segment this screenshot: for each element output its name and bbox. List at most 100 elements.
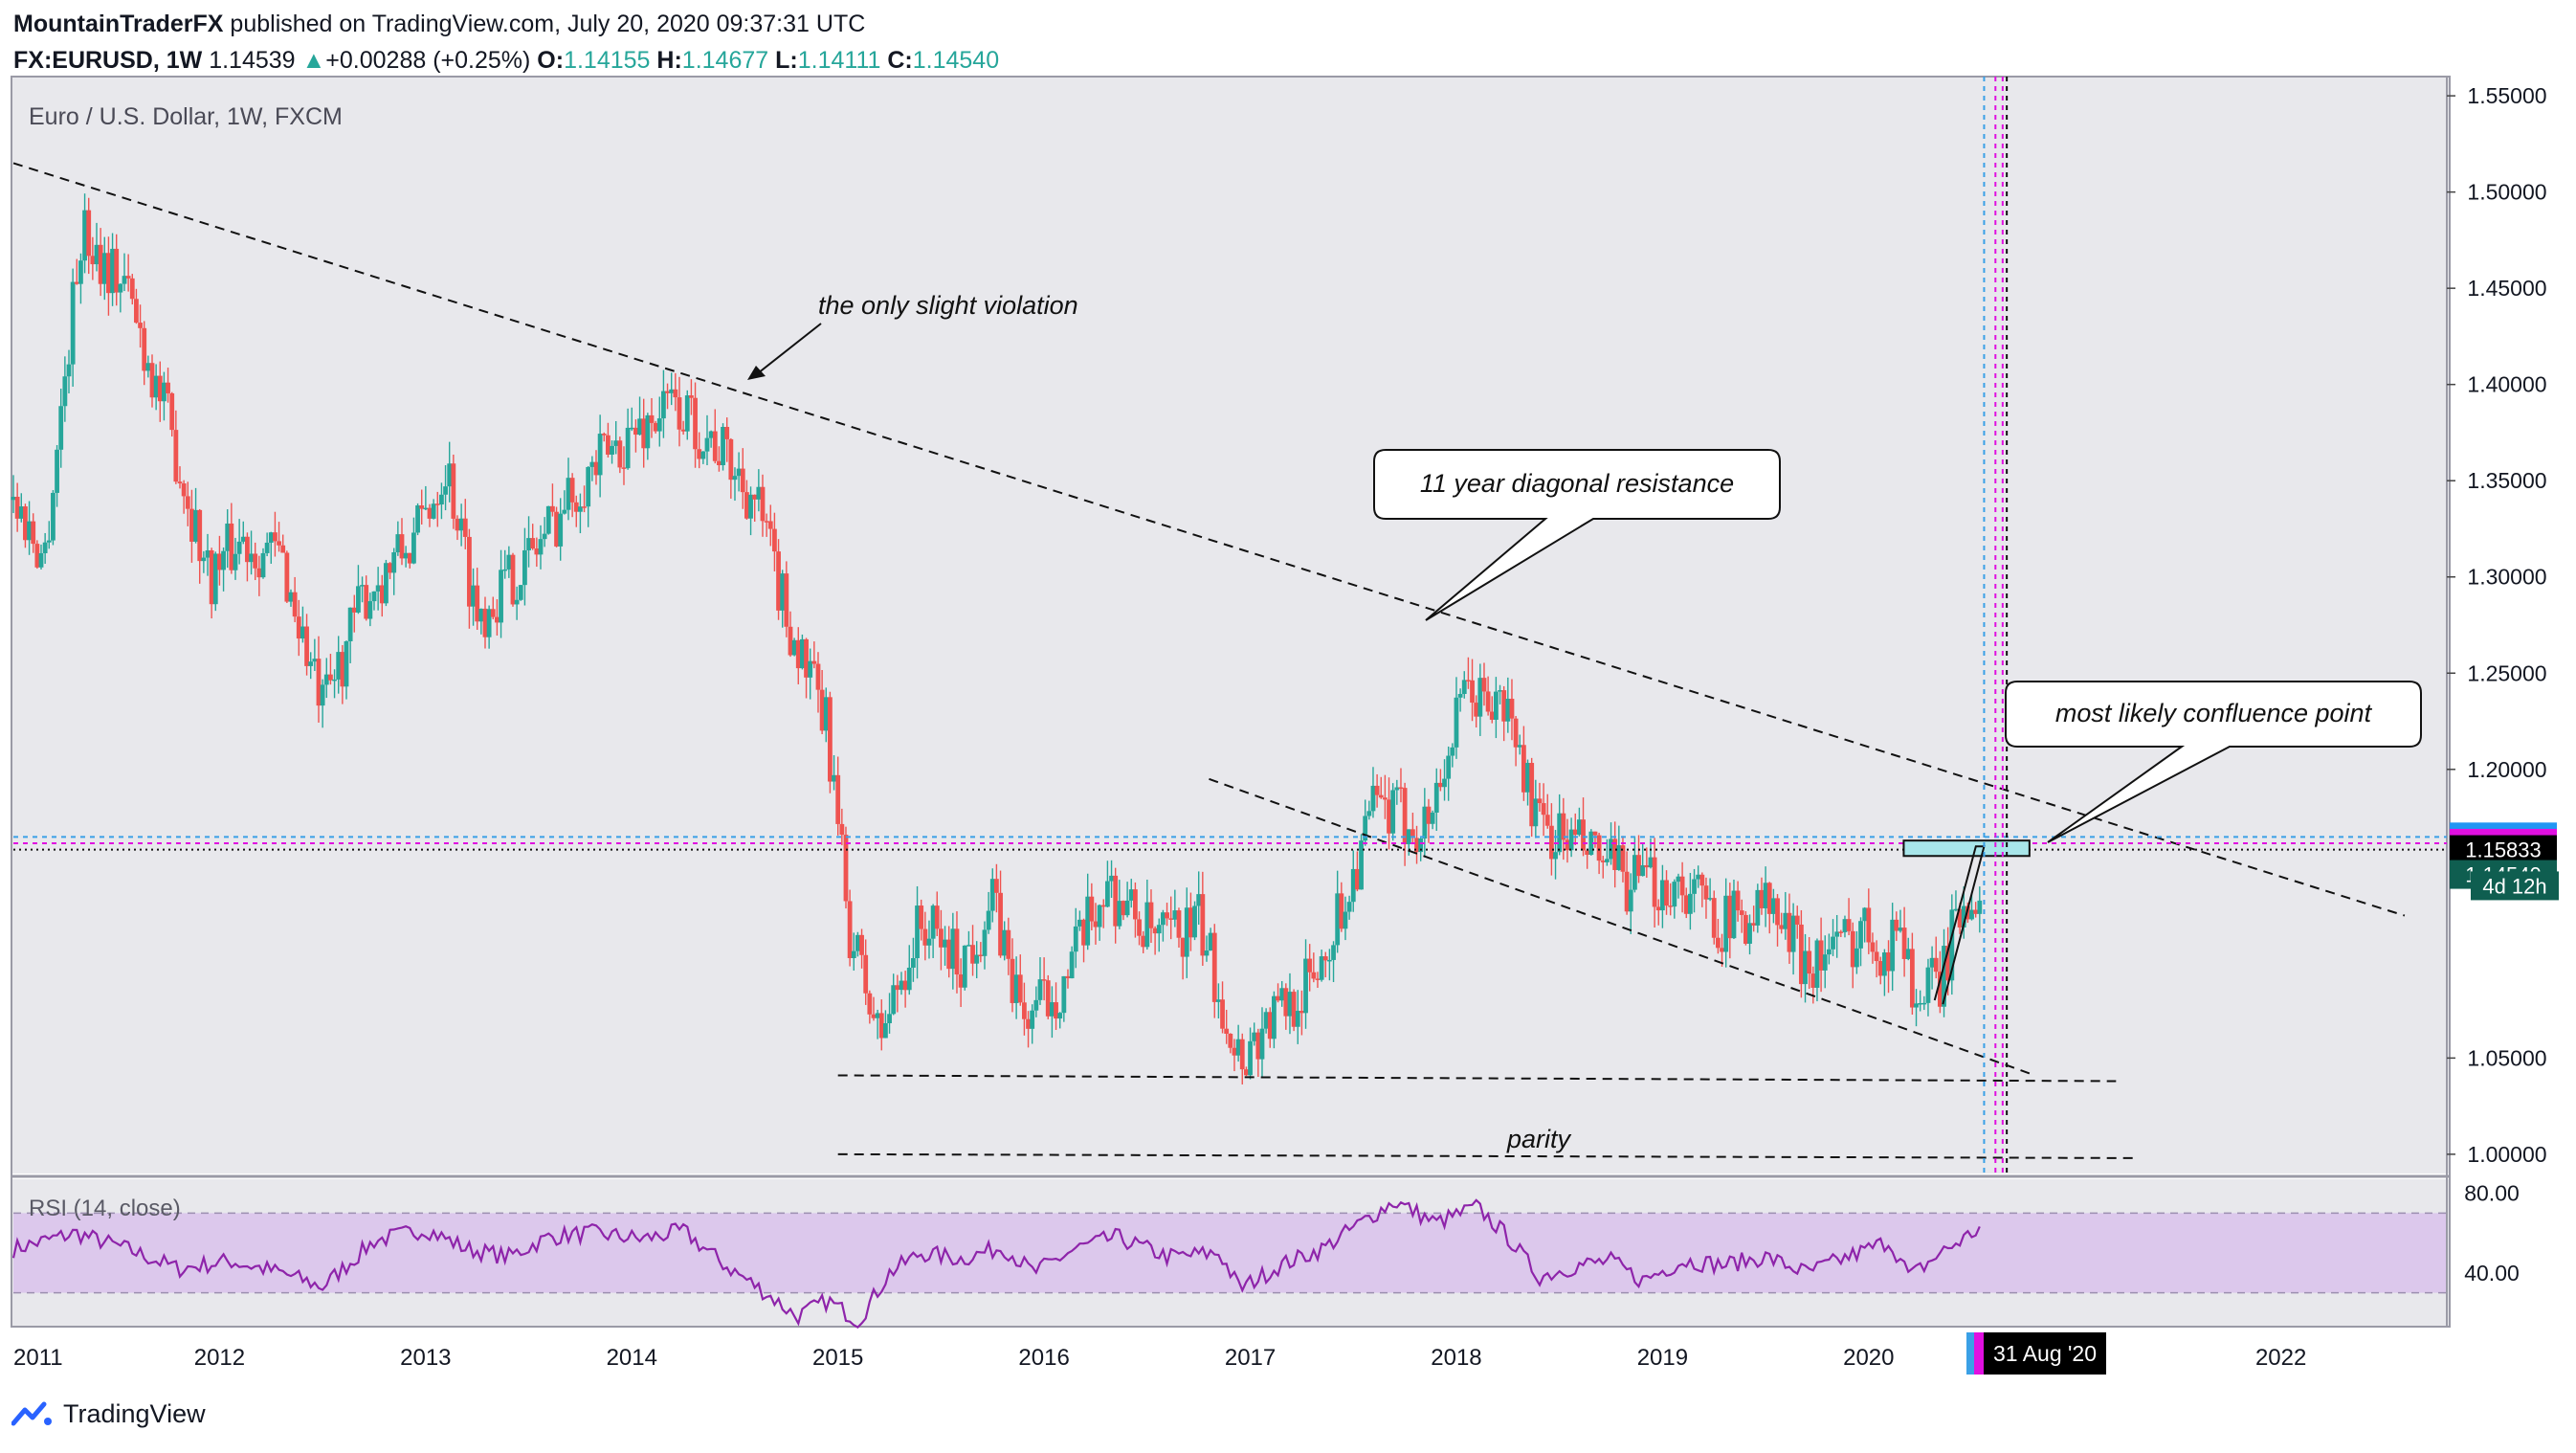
candle-body xyxy=(1965,905,1970,920)
tradingview-brand[interactable]: TradingView xyxy=(63,1399,206,1428)
candle-body xyxy=(173,430,179,482)
candle-body xyxy=(1572,829,1578,836)
candle-body xyxy=(788,626,793,656)
candle-body xyxy=(930,905,936,939)
chart-title[interactable]: Euro / U.S. Dollar, 1W, FXCM xyxy=(29,103,343,130)
candle-body xyxy=(253,553,258,569)
author-name[interactable]: MountainTraderFX xyxy=(13,11,224,37)
candle-body xyxy=(1850,930,1855,968)
candle-body xyxy=(185,496,190,509)
candle-body xyxy=(411,532,416,564)
candle-body xyxy=(915,905,920,959)
candle-body xyxy=(601,434,607,436)
candle-body xyxy=(1914,1003,1919,1008)
candle-body xyxy=(613,440,619,446)
tradingview-logo-icon[interactable] xyxy=(11,1400,54,1429)
price-axis-tick: 1.30000 xyxy=(2467,565,2546,590)
candle-body xyxy=(1057,1013,1063,1019)
candle-body xyxy=(843,835,849,902)
candle-body xyxy=(665,391,670,393)
candle-body xyxy=(142,327,147,371)
candle-body xyxy=(1565,839,1570,851)
candle-body xyxy=(1489,711,1495,720)
candle-body xyxy=(1866,907,1872,943)
candle-body xyxy=(989,879,995,911)
candle-body xyxy=(661,391,666,419)
candle-body xyxy=(31,521,36,545)
candle-body xyxy=(593,461,599,476)
candle-body xyxy=(1200,894,1206,956)
candle-body xyxy=(538,539,544,555)
candle-body xyxy=(1259,1028,1265,1060)
candle-body xyxy=(1585,850,1590,856)
candle-body xyxy=(1755,889,1761,926)
interval-label[interactable]: 1W xyxy=(166,47,203,74)
candle-body xyxy=(1188,907,1193,938)
candle-body xyxy=(1077,919,1082,927)
candle-body xyxy=(300,626,305,639)
price-axis-tick: 1.00000 xyxy=(2467,1142,2546,1167)
trendline xyxy=(837,1152,2137,1159)
candle-body xyxy=(780,573,786,611)
candle-body xyxy=(1263,1012,1269,1029)
candle-body xyxy=(1877,961,1883,976)
candle-body xyxy=(384,563,389,604)
candle-body xyxy=(1640,864,1646,877)
candle-body xyxy=(62,376,68,407)
candle-body xyxy=(1224,1028,1230,1034)
rsi-title[interactable]: RSI (14, close) xyxy=(29,1196,181,1221)
candle-body xyxy=(455,518,460,531)
rsi-band xyxy=(13,1213,2446,1293)
candle-body xyxy=(887,1014,892,1023)
close-label: C: xyxy=(887,47,913,74)
candle-body xyxy=(1727,895,1733,939)
candle-body xyxy=(1838,931,1844,933)
candle-body xyxy=(740,468,745,493)
candle-body xyxy=(1033,999,1039,1011)
candle-body xyxy=(486,609,492,637)
candle-body xyxy=(867,993,873,1015)
candle-body xyxy=(1387,799,1391,834)
candle-body xyxy=(804,638,809,678)
candle-body xyxy=(1196,894,1202,906)
candle-body xyxy=(1953,908,1959,911)
candle-body xyxy=(1276,995,1280,1001)
annotation-parity[interactable]: parity xyxy=(1506,1125,1572,1153)
candle-body xyxy=(1354,868,1360,890)
annotation-diagonal-resistance[interactable]: 11 year diagonal resistance xyxy=(1420,469,1734,498)
symbol-name[interactable]: FX:EURUSD xyxy=(13,47,153,74)
candle-body xyxy=(1652,857,1657,907)
candle-body xyxy=(118,283,123,293)
candle-body xyxy=(110,248,115,294)
candle-body xyxy=(94,244,100,265)
candle-body xyxy=(578,506,583,512)
candle-body xyxy=(1165,912,1169,919)
candle-body xyxy=(1818,940,1824,971)
candle-body xyxy=(177,481,183,484)
candle-body xyxy=(101,253,107,284)
candle-body xyxy=(1470,680,1475,704)
candle-body xyxy=(906,967,912,991)
candle-body xyxy=(764,521,769,523)
annotation-confluence-point[interactable]: most likely confluence point xyxy=(2055,699,2373,727)
candle-body xyxy=(1366,811,1372,816)
candle-body xyxy=(58,406,64,450)
candle-body xyxy=(467,536,472,607)
candle-body xyxy=(1239,1039,1245,1070)
candle-body xyxy=(18,506,24,519)
candle-body xyxy=(273,532,278,542)
candle-body xyxy=(939,928,944,948)
candle-body xyxy=(566,478,571,510)
annotation-slight-violation[interactable]: the only slight violation xyxy=(818,291,1078,320)
candle-body xyxy=(391,552,397,573)
candle-body xyxy=(943,939,947,948)
candle-body xyxy=(926,938,932,946)
candle-body xyxy=(1267,1012,1273,1039)
candle-body xyxy=(1097,905,1102,928)
chart-header: MountainTraderFX published on TradingVie… xyxy=(13,8,999,77)
candle-body xyxy=(934,905,940,929)
candle-body xyxy=(458,518,464,531)
candle-body xyxy=(1184,907,1189,957)
candle-body xyxy=(621,467,627,469)
